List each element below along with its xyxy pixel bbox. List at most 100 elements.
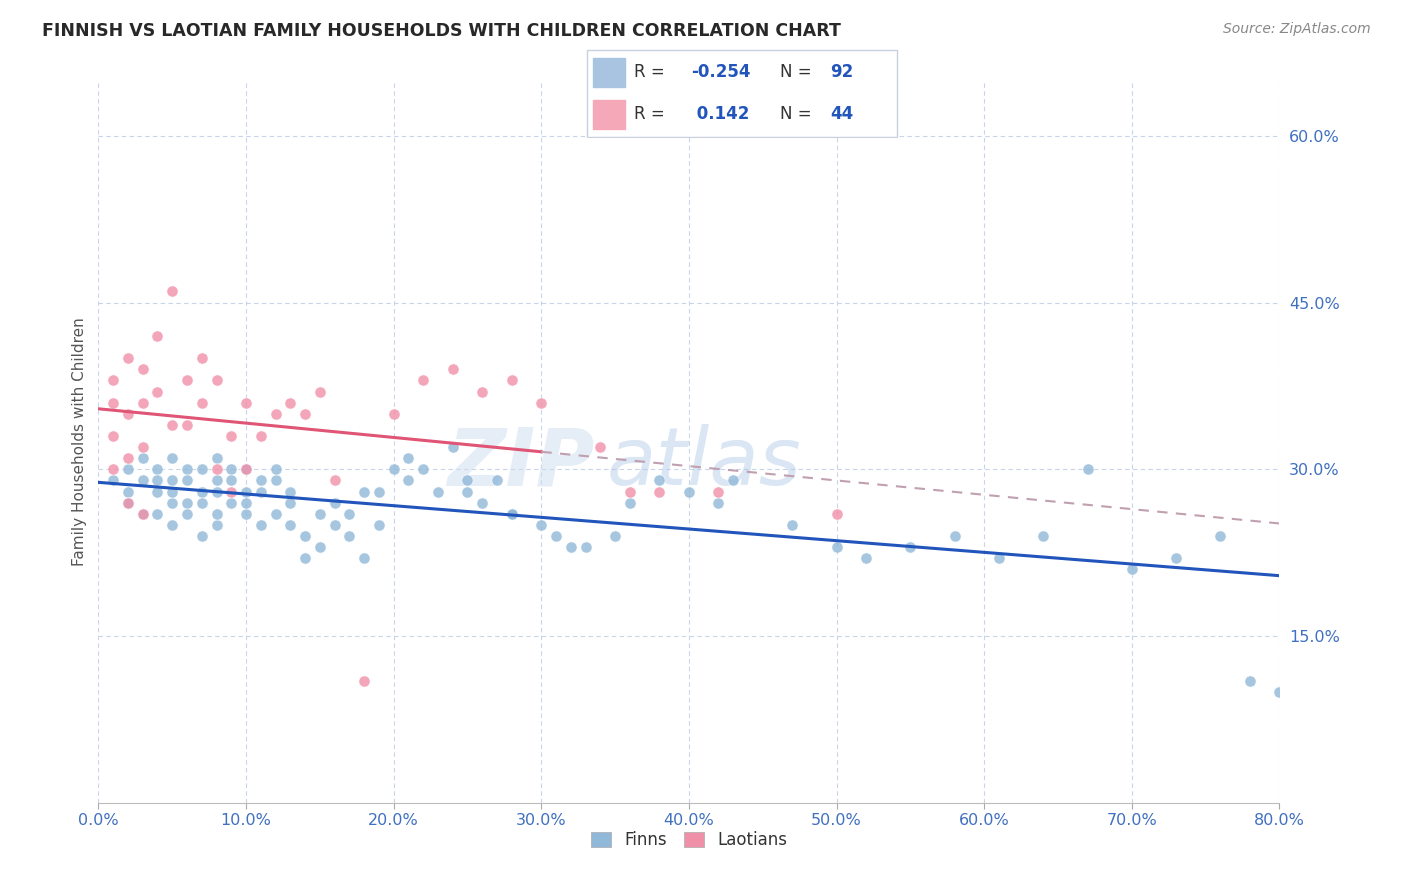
Point — [162, 517, 183, 532]
Text: R =: R = — [634, 63, 665, 81]
Point — [117, 496, 139, 510]
Point — [132, 395, 155, 409]
Point — [280, 517, 302, 532]
Point — [146, 329, 169, 343]
Point — [117, 484, 139, 499]
Point — [1077, 462, 1099, 476]
Point — [486, 474, 509, 488]
Point — [162, 484, 183, 499]
Text: 0.142: 0.142 — [692, 105, 749, 123]
Point — [132, 362, 155, 376]
Point — [117, 451, 139, 466]
Point — [339, 529, 361, 543]
Y-axis label: Family Households with Children: Family Households with Children — [72, 318, 87, 566]
Point — [501, 507, 523, 521]
Point — [353, 673, 375, 688]
Point — [264, 474, 287, 488]
Point — [1268, 684, 1291, 698]
Text: FINNISH VS LAOTIAN FAMILY HOUSEHOLDS WITH CHILDREN CORRELATION CHART: FINNISH VS LAOTIAN FAMILY HOUSEHOLDS WIT… — [42, 22, 841, 40]
Point — [146, 507, 169, 521]
Point — [530, 517, 553, 532]
Point — [117, 351, 139, 366]
Point — [205, 451, 228, 466]
Point — [103, 462, 125, 476]
Point — [162, 451, 183, 466]
Point — [132, 440, 155, 454]
Point — [648, 474, 671, 488]
Point — [264, 507, 287, 521]
Point — [146, 474, 169, 488]
Point — [205, 484, 228, 499]
Point — [707, 484, 730, 499]
Point — [339, 507, 361, 521]
Point — [988, 551, 1011, 566]
Point — [309, 384, 332, 399]
Bar — [593, 58, 624, 87]
Point — [250, 429, 273, 443]
Point — [471, 496, 494, 510]
Point — [441, 362, 464, 376]
Point — [309, 540, 332, 554]
Point — [782, 517, 804, 532]
Point — [103, 429, 125, 443]
Text: N =: N = — [779, 105, 811, 123]
Point — [457, 474, 479, 488]
Point — [191, 484, 214, 499]
Point — [205, 373, 228, 387]
Point — [427, 484, 450, 499]
Point — [191, 462, 214, 476]
Point — [382, 462, 405, 476]
Point — [117, 462, 139, 476]
Point — [162, 474, 183, 488]
Point — [323, 474, 346, 488]
Point — [132, 507, 155, 521]
Text: Source: ZipAtlas.com: Source: ZipAtlas.com — [1223, 22, 1371, 37]
Text: N =: N = — [779, 63, 811, 81]
Point — [546, 529, 568, 543]
Point — [205, 474, 228, 488]
Point — [235, 484, 257, 499]
Point — [191, 351, 214, 366]
Point — [205, 507, 228, 521]
FancyBboxPatch shape — [586, 50, 897, 137]
Point — [132, 474, 155, 488]
Point — [117, 407, 139, 421]
Point — [825, 540, 848, 554]
Point — [235, 507, 257, 521]
Point — [648, 484, 671, 499]
Point — [205, 462, 228, 476]
Point — [264, 407, 287, 421]
Point — [1032, 529, 1054, 543]
Point — [900, 540, 922, 554]
Point — [103, 395, 125, 409]
Point — [605, 529, 627, 543]
Point — [191, 496, 214, 510]
Point — [1166, 551, 1188, 566]
Point — [368, 484, 391, 499]
Point — [707, 496, 730, 510]
Text: 92: 92 — [830, 63, 853, 81]
Point — [412, 373, 434, 387]
Text: atlas: atlas — [606, 425, 801, 502]
Point — [250, 474, 273, 488]
Point — [441, 440, 464, 454]
Point — [398, 474, 420, 488]
Point — [619, 496, 641, 510]
Point — [221, 429, 243, 443]
Point — [353, 484, 375, 499]
Point — [205, 517, 228, 532]
Point — [235, 462, 257, 476]
Point — [250, 517, 273, 532]
Point — [280, 496, 302, 510]
Point — [1209, 529, 1232, 543]
Point — [678, 484, 700, 499]
Point — [146, 462, 169, 476]
Point — [323, 496, 346, 510]
Point — [309, 507, 332, 521]
Point — [264, 462, 287, 476]
Point — [280, 484, 302, 499]
Point — [353, 551, 375, 566]
Point — [221, 462, 243, 476]
Point — [176, 373, 198, 387]
Point — [146, 384, 169, 399]
